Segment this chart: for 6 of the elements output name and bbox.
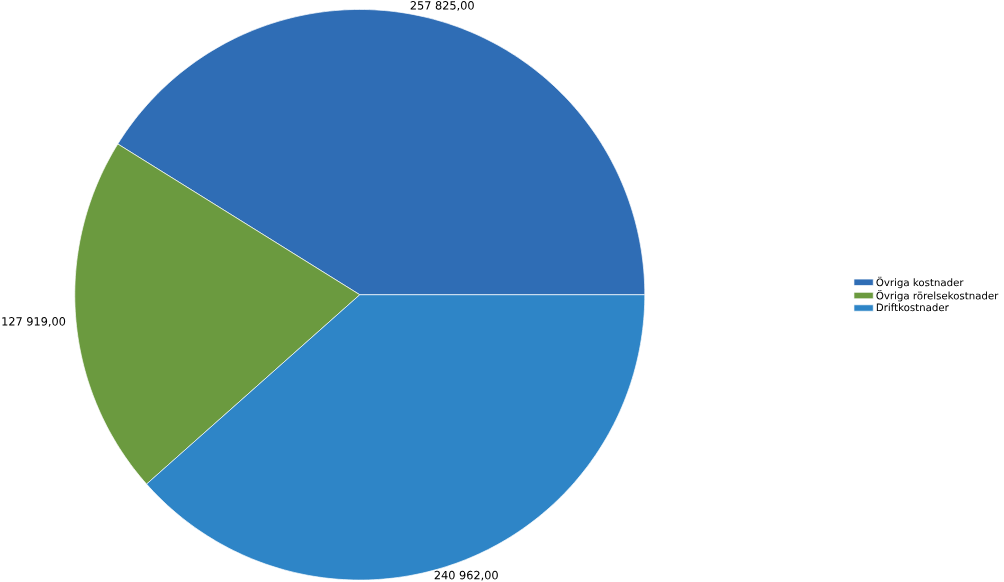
legend-label: Övriga rörelsekostnader xyxy=(876,290,999,302)
data-label: 257 825,00 xyxy=(410,1,474,11)
data-label: 240 962,00 xyxy=(434,570,498,581)
legend-label: Övriga kostnader xyxy=(876,276,964,289)
legend-label: Driftkostnader xyxy=(876,303,949,312)
data-label: 127 919,00 xyxy=(2,317,66,327)
